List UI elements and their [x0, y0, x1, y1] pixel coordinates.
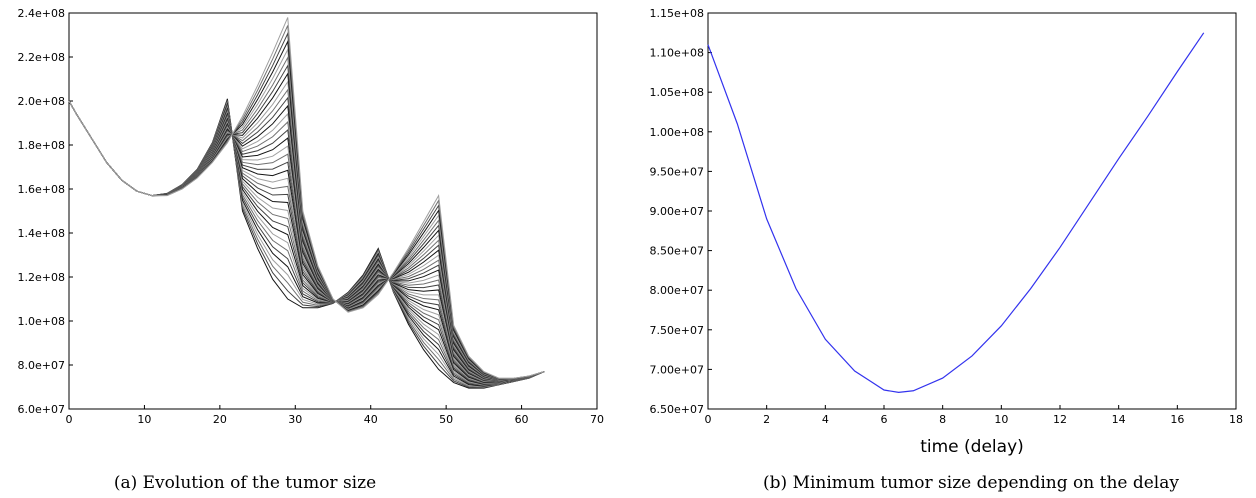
chart-a-curve [68, 64, 545, 380]
chart-b: 0 2 4 6 8 10 12 14 16 18 6.50e+07 7.00e+07 7.50e+07 8… [650, 7, 1243, 493]
chart-a-plot-frame [68, 12, 598, 410]
chart-b-x-tick-label: 12 [1053, 413, 1067, 426]
chart-a-y-tick-label: 1.2e+08 [18, 271, 65, 284]
chart-b-x-axis-label: time (delay) [920, 437, 1024, 457]
chart-b-caption: (b) Minimum tumor size depending on the … [763, 473, 1179, 493]
chart-a-curve [68, 31, 545, 380]
chart-a-caption: (a) Evolution of the tumor size [114, 473, 376, 493]
chart-a-x-tick-label: 0 [66, 413, 73, 426]
chart-a-x-tick-label: 20 [213, 413, 227, 426]
chart-a-curve [68, 39, 545, 380]
chart-a-x-tick-label: 10 [137, 413, 151, 426]
chart-a-x-tick-label: 50 [439, 413, 453, 426]
chart-b-y-tick-label: 8.00e+07 [650, 284, 704, 297]
chart-a-y-tick-label: 2.4e+08 [18, 7, 65, 20]
chart-b-y-tick-label: 1.05e+08 [650, 86, 704, 99]
chart-b-y-tick-label: 1.10e+08 [650, 47, 704, 60]
chart-b-x-tick-label: 10 [994, 413, 1008, 426]
chart-a-curve [68, 47, 545, 380]
chart-a-y-tick-label: 2.2e+08 [18, 51, 65, 64]
chart-a-x-tick-label: 30 [288, 413, 302, 426]
chart-b-y-tick-label: 6.50e+07 [650, 403, 704, 416]
chart-a-y-tick-label: 1.0e+08 [18, 315, 65, 328]
chart-b-y-tick-label: 7.50e+07 [650, 324, 704, 337]
chart-b-y-tick-label: 1.15e+08 [650, 7, 704, 20]
chart-a-x-tick-label: 60 [515, 413, 529, 426]
chart-a-y-tick-label: 6.0e+07 [18, 403, 65, 416]
chart-a-x-tick-label: 40 [364, 413, 378, 426]
chart-b-series-line [707, 32, 1205, 393]
chart-a-y-tick-label: 1.8e+08 [18, 139, 65, 152]
chart-a-curve [68, 25, 545, 379]
chart-b-x-tick-label: 2 [763, 413, 770, 426]
chart-b-x-tick-label: 14 [1112, 413, 1126, 426]
chart-b-plot-frame [707, 12, 1237, 410]
chart-b-y-tick-label: 9.00e+07 [650, 205, 704, 218]
chart-b-x-tick-label: 16 [1170, 413, 1184, 426]
chart-a-y-tick-label: 2.0e+08 [18, 95, 65, 108]
chart-b-x-tick-label: 0 [705, 413, 712, 426]
chart-a-y-tick-label: 8.0e+07 [18, 359, 65, 372]
chart-b-x-tick-label: 18 [1229, 413, 1243, 426]
chart-a-x-tick-label: 70 [590, 413, 604, 426]
chart-b-x-tick-label: 6 [881, 413, 888, 426]
chart-a-curve [68, 17, 545, 379]
chart-b-y-tick-label: 1.00e+08 [650, 126, 704, 139]
chart-a-y-tick-label: 1.4e+08 [18, 227, 65, 240]
chart-a-y-tick-label: 1.6e+08 [18, 183, 65, 196]
chart-b-x-tick-label: 8 [939, 413, 946, 426]
chart-b-y-tick-label: 7.00e+07 [650, 363, 704, 376]
chart-b-x-tick-label: 4 [822, 413, 829, 426]
chart-b-y-tick-label: 8.50e+07 [650, 245, 704, 258]
chart-a: 0 10 20 30 40 50 60 70 6.0e+07 8.0e+07 1.0e+08 1.2e… [18, 7, 604, 493]
chart-a-curve [68, 55, 545, 380]
chart-b-y-tick-label: 9.50e+07 [650, 165, 704, 178]
